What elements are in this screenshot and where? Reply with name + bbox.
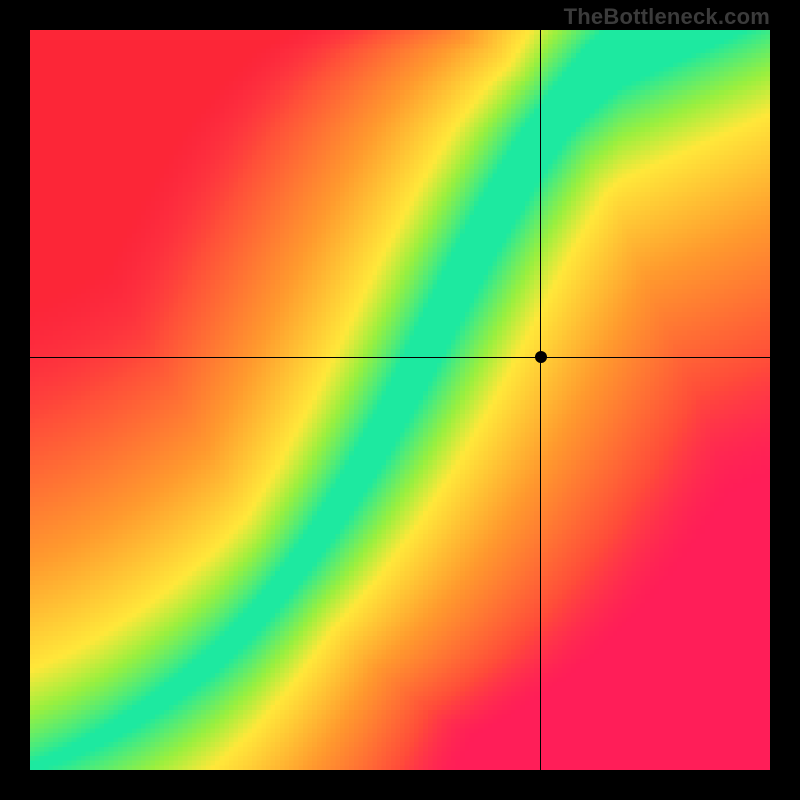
crosshair-horizontal (30, 357, 770, 358)
crosshair-vertical (540, 30, 541, 770)
heatmap-canvas (30, 30, 770, 770)
watermark-text: TheBottleneck.com (564, 4, 770, 30)
crosshair-marker (535, 351, 547, 363)
plot-area (30, 30, 770, 770)
chart-container: TheBottleneck.com (0, 0, 800, 800)
